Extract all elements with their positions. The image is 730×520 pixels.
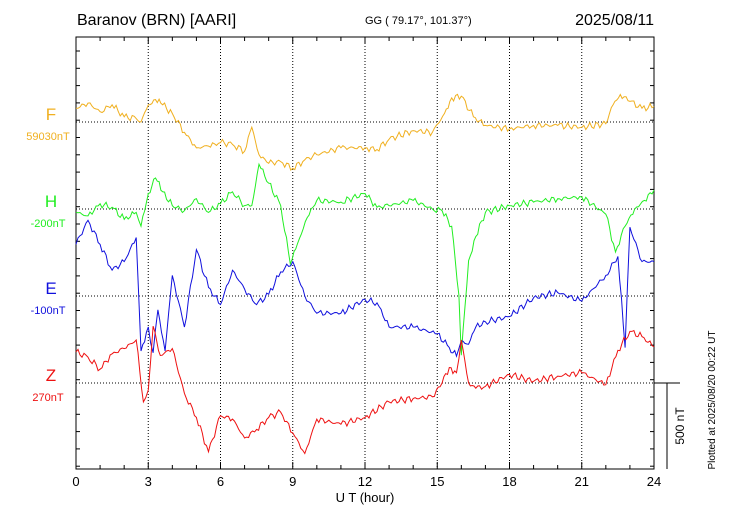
series-f-line	[75, 93, 655, 171]
x-tick-label: 3	[145, 474, 152, 489]
series-e-baseline: -100nT	[31, 305, 66, 317]
series-h-baseline: -200nT	[31, 218, 66, 230]
series-e-label: E	[45, 279, 56, 298]
date-label: 2025/08/11	[575, 12, 654, 29]
x-axis-label: U T (hour)	[336, 490, 395, 505]
x-tick-label: 12	[358, 474, 372, 489]
x-tick-label: 18	[502, 474, 516, 489]
x-tick-label: 24	[647, 474, 661, 489]
series-h-line	[75, 162, 655, 356]
x-tick-label: 15	[430, 474, 444, 489]
scale-bar-label: 500 nT	[673, 407, 687, 445]
series-f-label: F	[46, 105, 56, 124]
series-z-line	[75, 326, 655, 455]
series-e-line	[75, 219, 655, 358]
x-tick-label: 21	[575, 474, 589, 489]
series-f-baseline: 59030nT	[26, 131, 70, 143]
x-tick-label: 6	[217, 474, 224, 489]
series-h-label: H	[45, 192, 57, 211]
x-tick-label: 0	[72, 474, 79, 489]
series-z-baseline: 270nT	[32, 392, 63, 404]
station-title: Baranov (BRN) [AARI]	[77, 12, 237, 29]
plotted-timestamp: Plotted at 2025/08/20 00:22 UT	[707, 331, 718, 470]
series-z-label: Z	[46, 366, 56, 385]
station-coords: GG ( 79.17°, 101.37°)	[365, 15, 472, 27]
x-tick-label: 9	[289, 474, 296, 489]
